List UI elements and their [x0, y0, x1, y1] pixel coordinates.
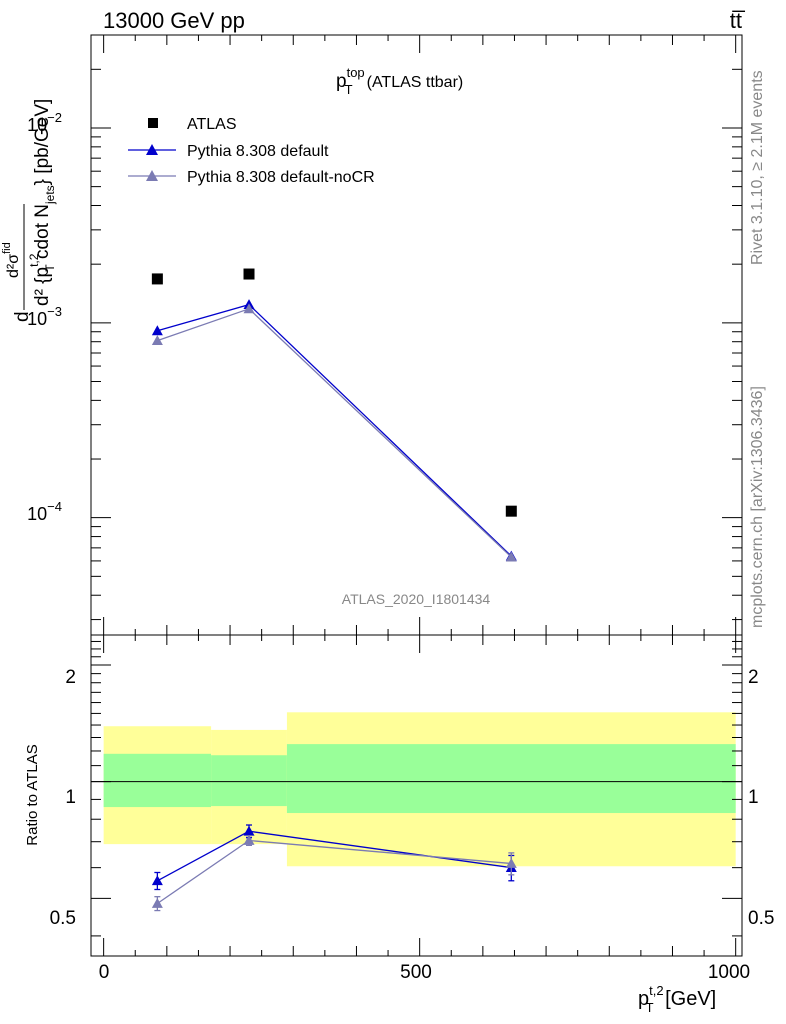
ratio-panel-frame — [90, 634, 743, 957]
main-data-point — [243, 268, 255, 280]
svg-text:d: d — [12, 311, 33, 322]
ratio-inner-band — [286, 744, 736, 814]
ratio-ytick-label: 2 — [65, 667, 76, 688]
main-title: ptop T (ATLAS ttbar) — [336, 65, 463, 97]
main-data-point — [151, 273, 163, 285]
main-data-point — [243, 303, 255, 314]
ratio-ytick-label-right: 0.5 — [748, 908, 774, 929]
main-ytick-label: 10−3 — [27, 304, 62, 329]
main-ytick-label: 10−2 — [27, 110, 62, 135]
x-axis-label: pt,2 T [GeV] — [638, 983, 716, 1015]
ratio-data-point — [505, 858, 517, 868]
ratio-panel: 2 1 0.5 2 1 0.5 Ratio to ATLAS 0 500 100… — [24, 634, 774, 1015]
ratio-data-layer — [151, 824, 517, 912]
ratio-ylabel: Ratio to ATLAS — [24, 744, 41, 845]
ratio-data-point — [243, 835, 255, 845]
main-ticks — [91, 34, 742, 635]
main-data-layer — [151, 268, 517, 562]
xtick-label: 0 — [99, 962, 110, 983]
xtick-label: 500 — [400, 962, 432, 983]
mcplots-label: mcplots.cern.ch [arXiv:1306.3436] — [749, 386, 766, 628]
rivet-label: Rivet 3.1.10, ≥ 2.1M events — [749, 70, 766, 265]
ratio-ytick-label-right: 2 — [748, 667, 759, 688]
ratio-inner-band — [211, 755, 287, 807]
analysis-watermark: ATLAS_2020_I1801434 — [342, 591, 491, 607]
main-data-point — [505, 505, 517, 517]
legend-nocr-marker — [146, 170, 158, 181]
ratio-data-point — [151, 875, 163, 886]
legend-atlas-label: ATLAS — [187, 116, 237, 133]
main-series-line — [157, 308, 512, 558]
xtick-label: 1000 — [708, 962, 750, 983]
ratio-inner-band — [103, 753, 212, 808]
legend-default-label: Pythia 8.308 default — [187, 143, 329, 160]
ratio-ytick-label-right: 1 — [748, 787, 759, 808]
legend: ATLAS Pythia 8.308 default Pythia 8.308 … — [128, 116, 375, 186]
legend-nocr-label: Pythia 8.308 default-noCR — [187, 169, 375, 186]
main-ylabel: d d²σfid d² {pt,2T cdot Njets} [pb/GeV] — [1, 99, 57, 322]
ratio-data-point — [151, 897, 163, 908]
main-ytick-label: 10−4 — [27, 499, 62, 524]
ratio-ytick-label: 0.5 — [50, 908, 76, 929]
main-data-point — [151, 325, 163, 336]
legend-atlas-marker — [148, 118, 158, 128]
main-series-line — [157, 303, 512, 557]
ratio-bands — [103, 712, 736, 867]
main-data-point — [151, 335, 163, 346]
process-label: tt̅ — [730, 8, 746, 33]
legend-default-marker — [146, 144, 158, 155]
main-data-point — [505, 551, 517, 562]
svg-text:d² {pt,2T cdot Njets} [pb/GeV]: d² {pt,2T cdot Njets} [pb/GeV] — [27, 99, 57, 306]
main-panel: 10−2 10−3 10−4 ptop T (ATLAS ttbar) d d²σf… — [1, 34, 743, 636]
energy-label: 13000 GeV pp — [103, 8, 245, 33]
ratio-data-point — [243, 825, 255, 836]
svg-text:d²σfid: d²σfid — [1, 242, 22, 278]
ratio-ytick-label: 1 — [65, 787, 76, 808]
